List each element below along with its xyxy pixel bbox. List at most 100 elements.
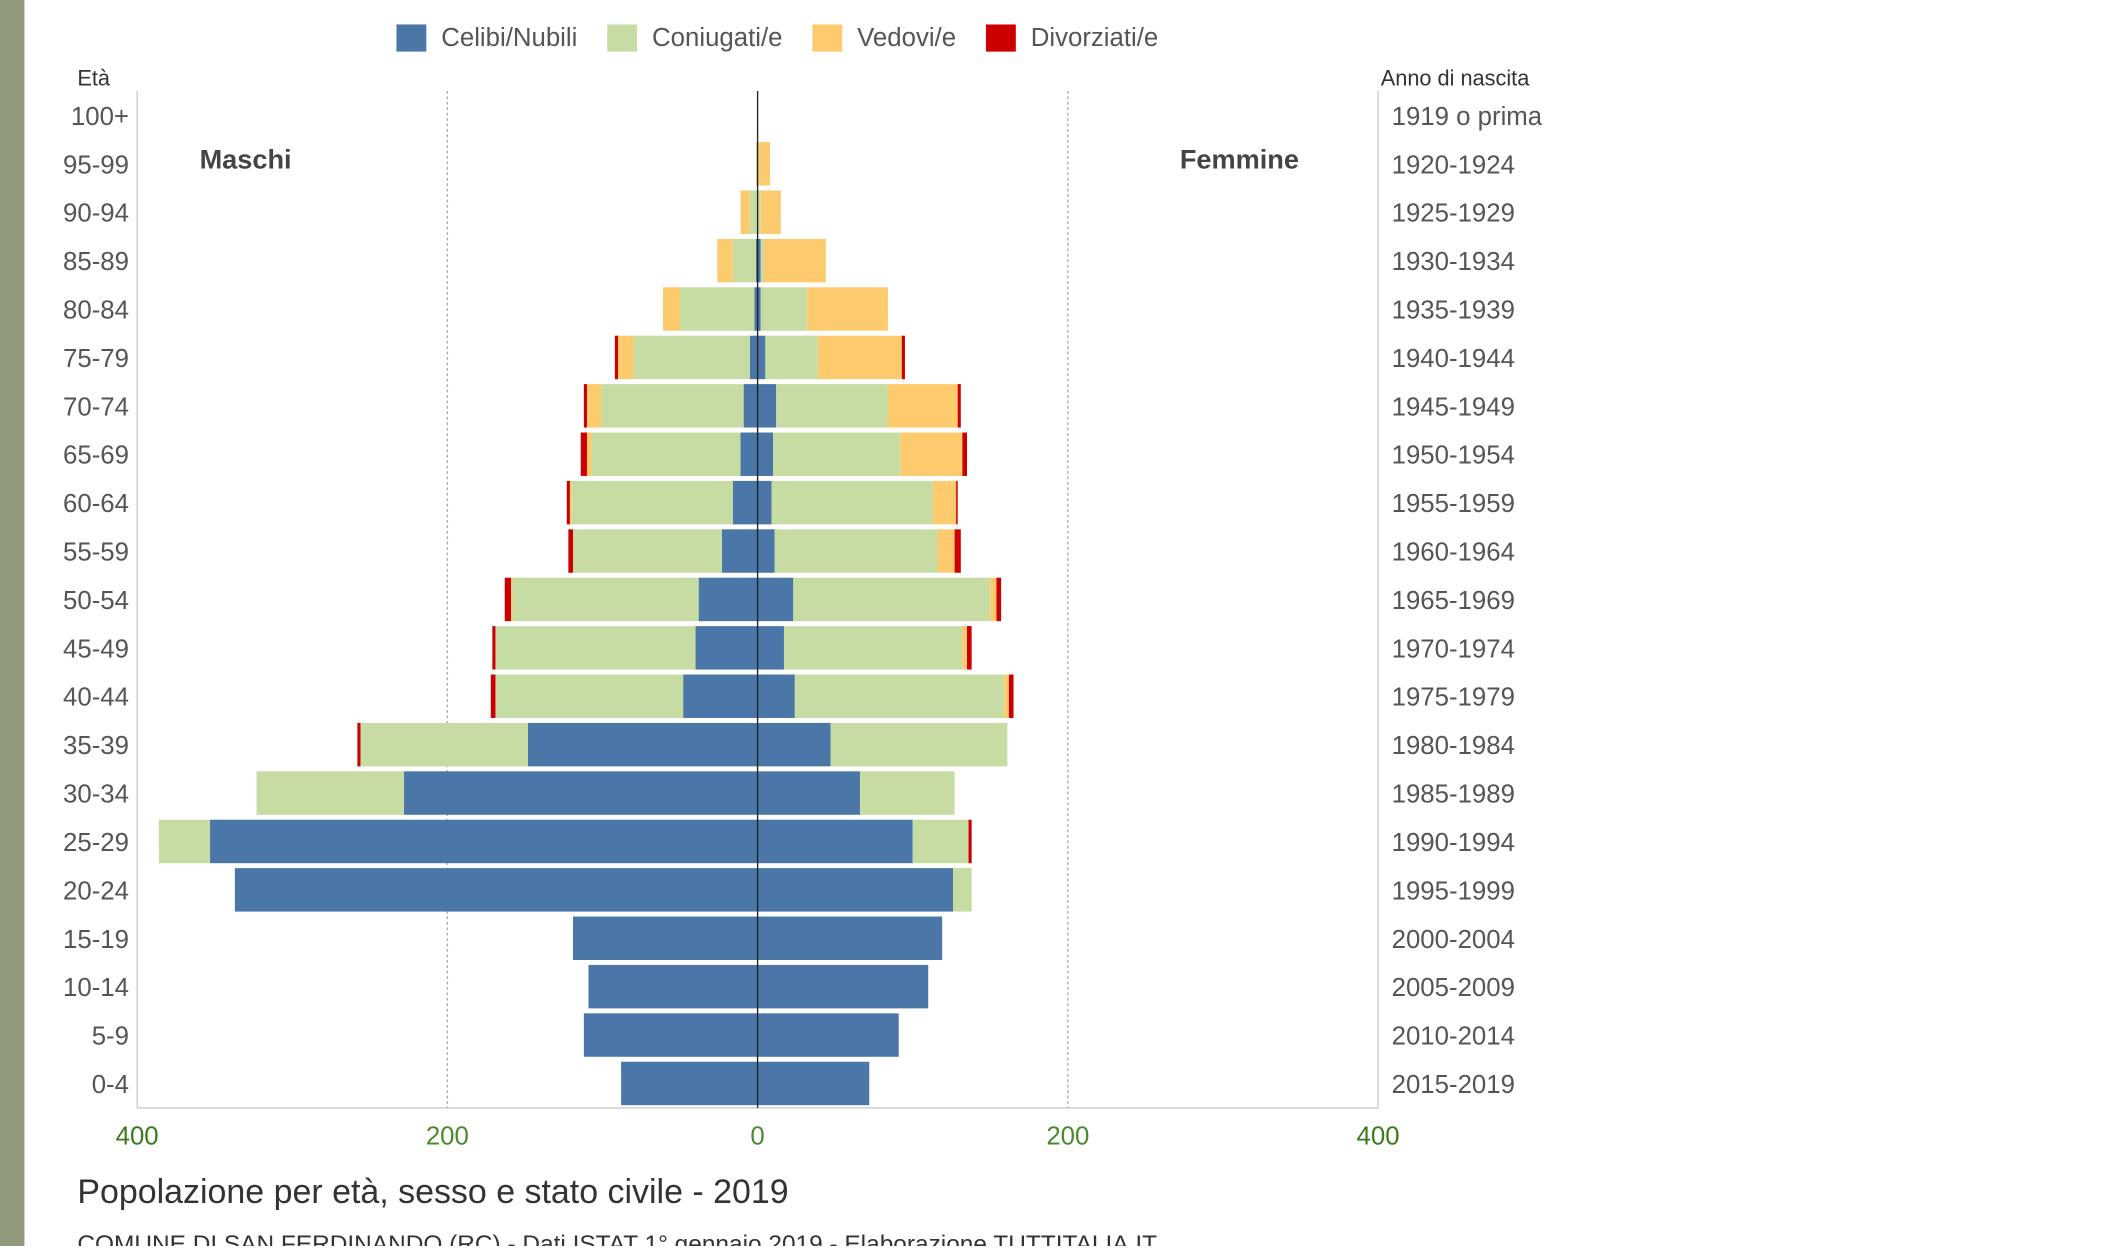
y-tick-label: 100+: [71, 103, 129, 131]
bar-male: [733, 481, 758, 524]
y-tick-label: 90-94: [63, 200, 129, 228]
bar-male: [601, 384, 744, 427]
y-tick-label: 10-14: [63, 974, 129, 1002]
bar-male: [404, 771, 758, 814]
y-tick-label: 35-39: [63, 732, 129, 760]
bar-male: [511, 578, 513, 621]
bar-female: [758, 868, 953, 911]
bar-male: [589, 965, 758, 1008]
bar-female: [888, 384, 958, 427]
bar-male: [618, 336, 634, 379]
y2-tick-label: 2000-2004: [1392, 926, 1515, 954]
y-tick-label: 50-54: [63, 587, 129, 615]
bar-female: [795, 675, 1004, 718]
y2-tick-label: 1935-1939: [1392, 297, 1515, 325]
y2-tick-label: 1995-1999: [1392, 877, 1515, 905]
y2-tick-label: 1970-1974: [1392, 635, 1515, 663]
bar-female: [775, 529, 938, 572]
bar-female: [900, 433, 962, 476]
bar-female: [772, 481, 933, 524]
legend-label: Coniugati/e: [652, 24, 782, 52]
bar-female: [765, 336, 818, 379]
bar-male: [699, 578, 758, 621]
bar-female: [958, 384, 961, 427]
bar-male: [568, 529, 573, 572]
bar-female: [953, 868, 972, 911]
y-tick-label: 80-84: [63, 297, 129, 325]
bar-female: [773, 433, 900, 476]
bar-male: [573, 529, 722, 572]
bar-male: [683, 675, 757, 718]
bar-male: [257, 771, 404, 814]
y2-tick-label: 1965-1969: [1392, 587, 1515, 615]
y-tick-label: 85-89: [63, 248, 129, 276]
bar-female: [1009, 675, 1014, 718]
bar-female: [860, 771, 955, 814]
y-tick-label: 60-64: [63, 490, 129, 518]
bar-female: [758, 723, 831, 766]
y-tick-label: 15-19: [63, 926, 129, 954]
chart-subtitle: COMUNE DI SAN FERDINANDO (RC) - Dati IST…: [77, 1231, 1157, 1246]
y-tick-label: 70-74: [63, 393, 129, 421]
y2-tick-label: 1980-1984: [1392, 732, 1515, 760]
bar-female: [967, 626, 972, 669]
bar-female: [933, 481, 956, 524]
bar-male: [587, 433, 592, 476]
y-tick-label: 75-79: [63, 345, 129, 373]
bar-male: [570, 481, 572, 524]
bar-male: [581, 433, 587, 476]
bar-male: [615, 336, 618, 379]
bar-male: [159, 820, 210, 863]
bar-male: [696, 626, 758, 669]
bar-male: [722, 529, 758, 572]
bar-female: [758, 481, 772, 524]
bar-male: [663, 287, 680, 330]
bar-female: [758, 336, 766, 379]
bar-male: [495, 675, 683, 718]
bar-male: [741, 433, 758, 476]
bar-female: [761, 191, 781, 234]
chart-title: Popolazione per età, sesso e stato civil…: [77, 1173, 788, 1211]
bar-female: [807, 287, 888, 330]
y2-tick-label: 2010-2014: [1392, 1023, 1515, 1051]
legend-label: Celibi/Nubili: [441, 24, 577, 52]
bar-male: [235, 868, 758, 911]
bar-female: [955, 529, 961, 572]
bar-female: [758, 820, 913, 863]
bar-female: [761, 287, 808, 330]
bar-female: [758, 578, 794, 621]
bar-male: [733, 239, 756, 282]
y-tick-label: 95-99: [63, 151, 129, 179]
page: Età Anno di nascita Maschi Femmine Popol…: [0, 0, 2118, 1246]
y2-tick-label: 1925-1929: [1392, 200, 1515, 228]
bar-male: [505, 578, 511, 621]
bar-male: [584, 384, 587, 427]
bar-female: [759, 142, 770, 185]
bar-female: [758, 433, 774, 476]
bar-female: [962, 626, 967, 669]
left-label: Maschi: [200, 143, 292, 174]
legend-swatch: [607, 24, 637, 51]
bar-male: [492, 626, 495, 669]
y2-tick-label: 1920-1924: [1392, 151, 1515, 179]
bar-female: [996, 578, 1001, 621]
bar-female: [758, 771, 860, 814]
bar-male: [587, 384, 601, 427]
bar-male: [750, 191, 758, 234]
bar-male: [680, 287, 754, 330]
map-strip: [0, 0, 24, 1246]
bar-female: [776, 384, 888, 427]
bar-male: [491, 675, 496, 718]
bar-male: [567, 481, 570, 524]
x-tick-label: 400: [116, 1123, 159, 1151]
legend-swatch: [812, 24, 842, 51]
bar-female: [758, 917, 943, 960]
bar-male: [584, 1013, 758, 1056]
y-tick-label: 65-69: [63, 442, 129, 470]
bar-female: [830, 723, 1007, 766]
y-tick-label: 25-29: [63, 829, 129, 857]
bar-female: [793, 578, 990, 621]
y2-tick-label: 1955-1959: [1392, 490, 1515, 518]
y2-tick-label: 1985-1989: [1392, 781, 1515, 809]
bar-female: [913, 820, 969, 863]
